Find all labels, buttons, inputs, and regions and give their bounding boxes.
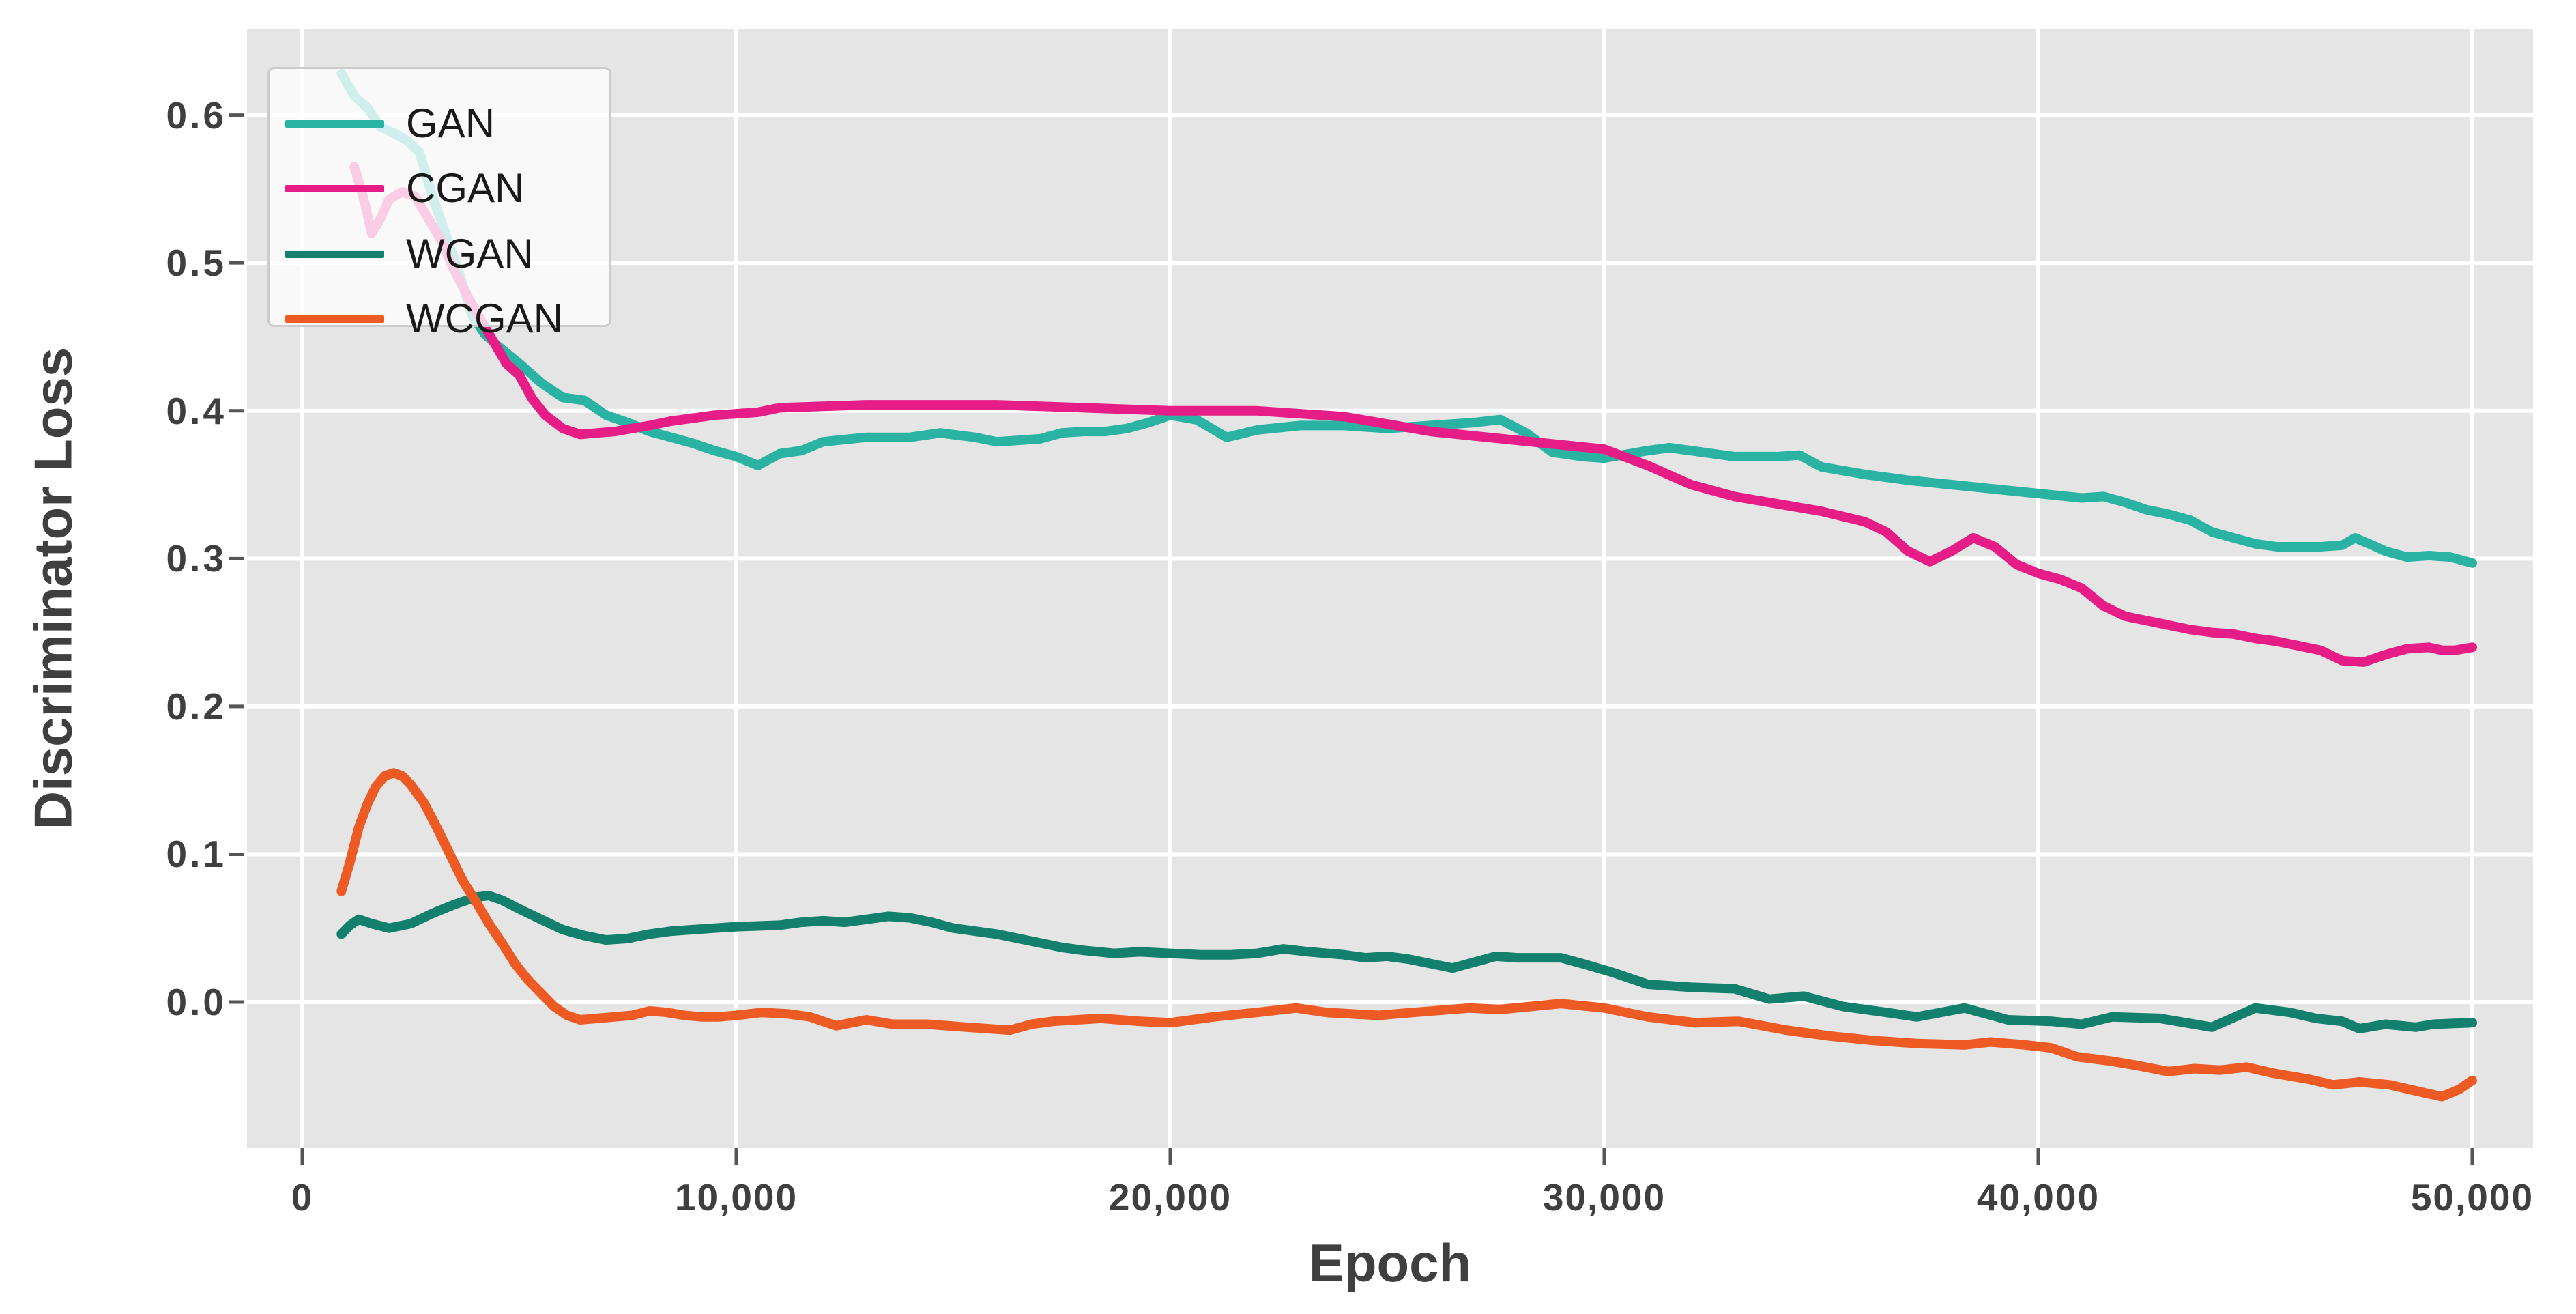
x-tick-label: 0 <box>291 1176 314 1218</box>
legend-label-wcgan: WCGAN <box>406 296 563 341</box>
x-tick-label: 20,000 <box>1108 1176 1232 1218</box>
gan-line-swatch <box>285 119 384 128</box>
legend-item-gan: GAN <box>270 91 609 156</box>
legend-label-cgan: CGAN <box>406 165 525 211</box>
legend-item-cgan: CGAN <box>270 156 609 221</box>
x-axis-title: Epoch <box>1308 1233 1472 1293</box>
legend: GAN CGAN WGAN WCGAN <box>267 67 611 339</box>
wcgan-line-swatch <box>285 315 384 323</box>
y-tick-label: 0.0 <box>166 981 227 1024</box>
x-tick-label: 50,000 <box>2410 1176 2534 1218</box>
legend-label-gan: GAN <box>406 100 495 146</box>
cgan-line-swatch <box>285 184 384 192</box>
series-line-wcgan <box>336 768 2477 1102</box>
y-tick-label: 0.5 <box>166 242 227 285</box>
x-tick-label: 40,000 <box>1976 1176 2100 1218</box>
wgan-line-swatch <box>285 250 384 258</box>
x-tick-label: 10,000 <box>674 1176 798 1218</box>
legend-item-wgan: WGAN <box>270 221 609 287</box>
y-tick-label: 0.1 <box>166 833 227 876</box>
y-tick-label: 0.6 <box>166 94 227 137</box>
tick-marks <box>229 113 2474 1165</box>
legend-item-wcgan: WCGAN <box>270 286 609 352</box>
series-line-cgan <box>349 162 2477 667</box>
y-tick-label: 0.3 <box>166 537 227 580</box>
series-lines <box>336 69 2477 1102</box>
y-tick-label: 0.4 <box>166 389 227 432</box>
series-line-wgan <box>336 891 2477 1033</box>
y-tick-label: 0.2 <box>166 685 227 728</box>
series-line-gan <box>336 69 2477 568</box>
y-axis-title: Discriminator Loss <box>23 347 83 830</box>
plot-area <box>247 29 2533 1148</box>
gridlines <box>247 29 2533 1148</box>
legend-label-wgan: WGAN <box>406 231 534 276</box>
x-tick-label: 30,000 <box>1542 1176 1666 1218</box>
